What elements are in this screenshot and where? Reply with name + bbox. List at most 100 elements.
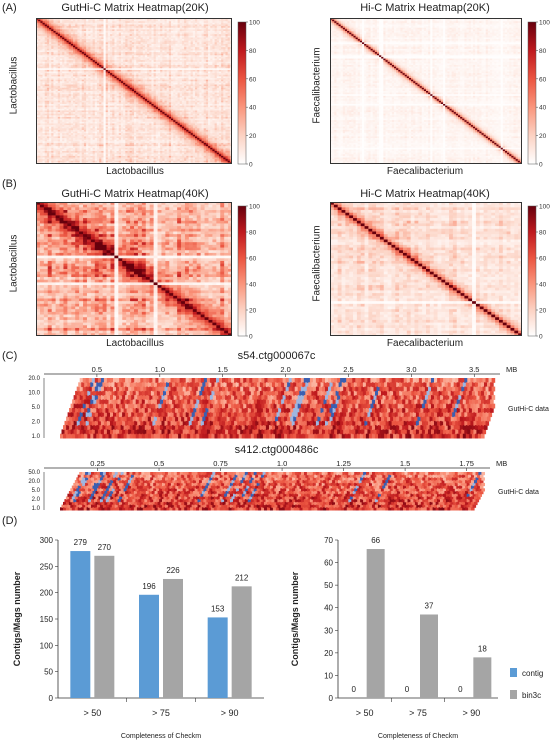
colorbar-tick-label: 0 <box>249 334 253 341</box>
colorbar-tick-label: 80 <box>249 230 257 237</box>
bar-value-label: 153 <box>211 604 225 613</box>
colorbar-tick-label: 40 <box>249 105 257 112</box>
bar-contig <box>207 617 228 698</box>
track-tick-label: 0.75 <box>213 459 228 468</box>
bar-bin3c <box>366 549 385 698</box>
colorbar-gradient <box>237 21 247 165</box>
y-tick-label: 10 <box>324 671 333 680</box>
x-tick-label: > 90 <box>462 708 480 718</box>
colorbar-tick-label: 0 <box>539 334 543 341</box>
y-tick-label: 200 <box>40 589 54 598</box>
y-tick-label: 150 <box>40 615 54 624</box>
track-y-tick-label: 5.0 <box>32 405 41 411</box>
y-tick-label: 250 <box>40 562 54 571</box>
colorbar-tick-label: 40 <box>249 282 257 289</box>
heatmap-guthic-20k <box>36 18 232 164</box>
heatmap-cells <box>36 18 232 164</box>
y-axis-label: Contigs/Mags number <box>12 571 22 666</box>
bar-value-label: 0 <box>405 685 410 694</box>
x-tick-label: > 75 <box>152 708 170 718</box>
panel-label-a: (A) <box>2 2 17 14</box>
track-tick-label: 2.5 <box>343 365 353 374</box>
track-y-tick-label: 1.0 <box>32 434 41 440</box>
track-y-tick-label: 50.0 <box>28 470 40 476</box>
bar-value-label: 18 <box>478 644 487 653</box>
colorbar: 100 80 60 40 20 0 <box>237 20 260 169</box>
heatmap-xlabel: Faecalibacterium <box>330 338 520 349</box>
heatmap-xlabel: Lactobacillus <box>40 338 230 349</box>
bar-value-label: 0 <box>458 685 463 694</box>
track-tick-label: 1.0 <box>155 365 165 374</box>
bar-value-label: 0 <box>351 685 356 694</box>
x-tick-label: > 50 <box>356 708 374 718</box>
track-y-tick-label: 20.0 <box>28 479 40 485</box>
heatmap-frame <box>36 202 232 336</box>
track-unit-label: MB <box>506 365 517 374</box>
y-tick-label: 0 <box>329 694 334 703</box>
heatmap-frame <box>330 18 522 164</box>
heatmap-frame <box>330 202 522 336</box>
colorbar-tick-label: 20 <box>539 308 547 315</box>
heatmap-ylabel: Lactobacillus <box>9 36 20 136</box>
bar-value-label: 212 <box>235 573 249 582</box>
colorbar-tick-label: 60 <box>539 256 547 263</box>
bar-bin3c <box>473 657 492 698</box>
track-unit-label: MB <box>496 459 507 468</box>
colorbar-tick-label: 0 <box>539 162 543 169</box>
x-axis-label: Completeness of Checkm <box>121 733 201 740</box>
y-axis-label: Contigs/Mags number <box>290 571 300 666</box>
x-axis-label: Completeness of Checkm <box>378 733 458 740</box>
heatmap-ylabel: Faecalibacterium <box>312 209 323 319</box>
colorbar-tick-label: 100 <box>539 204 550 211</box>
y-tick-label: 300 <box>40 536 54 545</box>
track-tick-label: 2.0 <box>280 365 290 374</box>
panel-label-d: (D) <box>2 515 17 527</box>
x-tick-label: > 75 <box>409 708 427 718</box>
bar-value-label: 226 <box>166 566 180 575</box>
heatmap-guthic-40k <box>36 202 232 336</box>
colorbar-tick-label: 60 <box>539 76 547 83</box>
colorbar-tick-label: 80 <box>249 48 257 55</box>
track-y-tick-label: 2.0 <box>32 497 41 503</box>
colorbar-tick-label: 100 <box>249 20 260 27</box>
bar-bin3c <box>231 586 252 698</box>
track-tick-label: 1.0 <box>277 459 287 468</box>
heatmap-cells <box>330 202 522 336</box>
heatmap-title: Hi-C Matrix Heatmap(20K) <box>330 2 520 14</box>
colorbar: 100 80 60 40 20 0 <box>527 20 550 169</box>
heatmap-title: GutHi-C Matrix Heatmap(40K) <box>40 188 230 200</box>
track-y-tick-label: 1.0 <box>32 506 41 512</box>
legend-swatch-bin3c <box>510 690 517 699</box>
panel-label-b: (B) <box>2 178 17 190</box>
bar-value-label: 66 <box>371 536 380 545</box>
track-tick-label: 1.25 <box>336 459 351 468</box>
heatmap-frame <box>36 18 232 164</box>
bar-chart-left: 0 50 100 150 200 250 300 > 50 279 270 > 75 196 226 > … <box>12 536 264 740</box>
y-tick-label: 50 <box>324 581 333 590</box>
heatmap-ylabel: Lactobacillus <box>9 214 20 314</box>
colorbar: 100 80 60 40 20 0 <box>527 204 550 341</box>
colorbar-tick-label: 20 <box>249 308 257 315</box>
heatmap-cells <box>330 18 522 164</box>
bar-value-label: 279 <box>74 538 88 547</box>
track-tick-label: 3.0 <box>406 365 416 374</box>
track-title: s54.ctg000067c <box>0 350 553 362</box>
bar-chart-right: 0 10 20 30 40 50 60 70 > 50 0 66 > 75 0 37 > 90 0 18 Cont… <box>290 536 543 740</box>
heatmap-ylabel: Faecalibacterium <box>312 31 323 141</box>
track-cells <box>60 378 496 439</box>
y-tick-label: 50 <box>44 668 53 677</box>
heatmap-title: Hi-C Matrix Heatmap(40K) <box>330 188 520 200</box>
colorbar-tick-label: 0 <box>249 162 253 169</box>
track-tick-label: 3.5 <box>469 365 479 374</box>
track-tick-label: 0.25 <box>90 459 105 468</box>
heatmap-cells <box>36 202 232 336</box>
x-tick-label: > 50 <box>83 708 101 718</box>
y-tick-label: 30 <box>324 626 333 635</box>
colorbar-tick-label: 20 <box>249 133 257 140</box>
colorbar-tick-label: 60 <box>249 76 257 83</box>
track-title: s412.ctg000486c <box>0 444 553 456</box>
bar-bin3c <box>94 555 115 698</box>
legend-label-bin3c: bin3c <box>522 691 541 700</box>
y-tick-label: 100 <box>40 641 54 650</box>
heatmap-xlabel: Lactobacillus <box>40 166 230 177</box>
